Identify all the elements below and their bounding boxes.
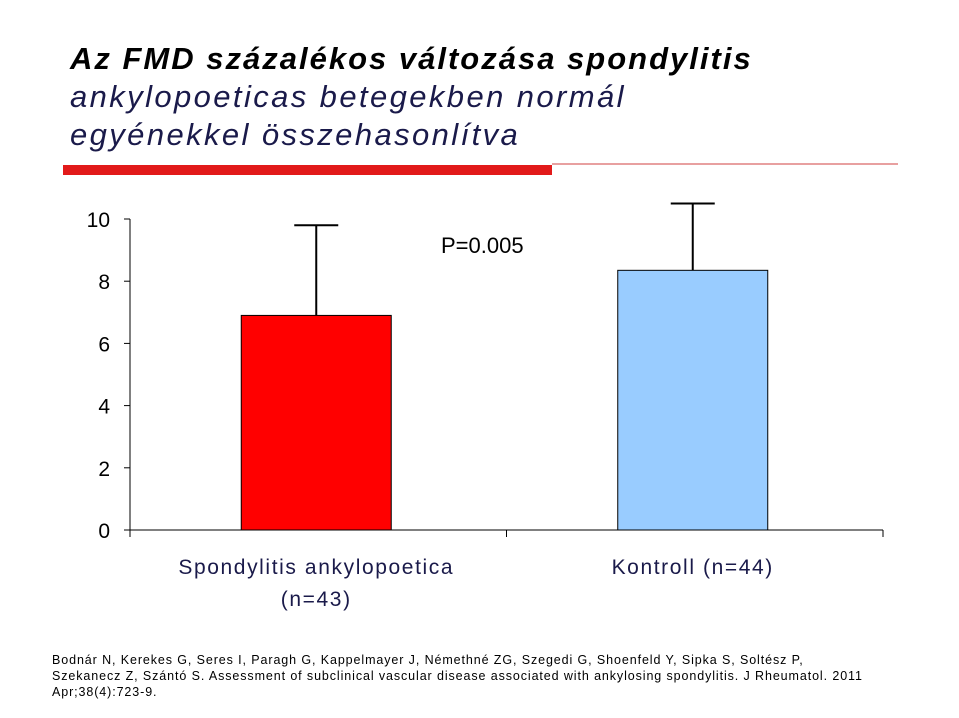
citation-line-3: Apr;38(4):723-9.	[52, 685, 158, 699]
citation-line-2: Szekanecz Z, Szántó S. Assessment of sub…	[52, 669, 863, 683]
y-tick-label-2: 4	[98, 396, 110, 419]
title-line-3: egyénekkel összehasonlítva	[70, 117, 521, 152]
title-line-1: Az FMD százalékos változása spondylitis	[70, 41, 753, 76]
bar-1	[617, 269, 769, 531]
y-tick-label-1: 2	[98, 458, 110, 481]
y-tick-label-0: 0	[98, 520, 110, 543]
y-tick-label-5: 10	[87, 209, 110, 232]
bar-chart: 0 2 4 6 8 10 Spondylitis ankylopoetica (n=43) Ko…	[87, 202, 884, 611]
y-tick-label-4: 8	[98, 271, 110, 294]
y-tick-label-3: 6	[98, 333, 110, 356]
p-value-annotation: P=0.005	[441, 233, 524, 258]
citation: Bodnár N, Kerekes G, Seres I, Paragh G, …	[52, 652, 952, 700]
title-line-2: ankylopoeticas betegekben normál	[70, 79, 626, 114]
category-label-0-1: (n=43)	[281, 588, 352, 611]
citation-line-1: Bodnár N, Kerekes G, Seres I, Paragh G, …	[52, 653, 804, 667]
category-label-1-0: Kontroll (n=44)	[612, 556, 774, 579]
bar-0	[240, 314, 392, 531]
title-accent-bar	[63, 165, 552, 175]
slide-title: Az FMD százalékos változása spondylitis …	[70, 40, 930, 154]
title-accent-line	[552, 163, 898, 165]
category-label-0-0: Spondylitis ankylopoetica	[178, 556, 454, 579]
